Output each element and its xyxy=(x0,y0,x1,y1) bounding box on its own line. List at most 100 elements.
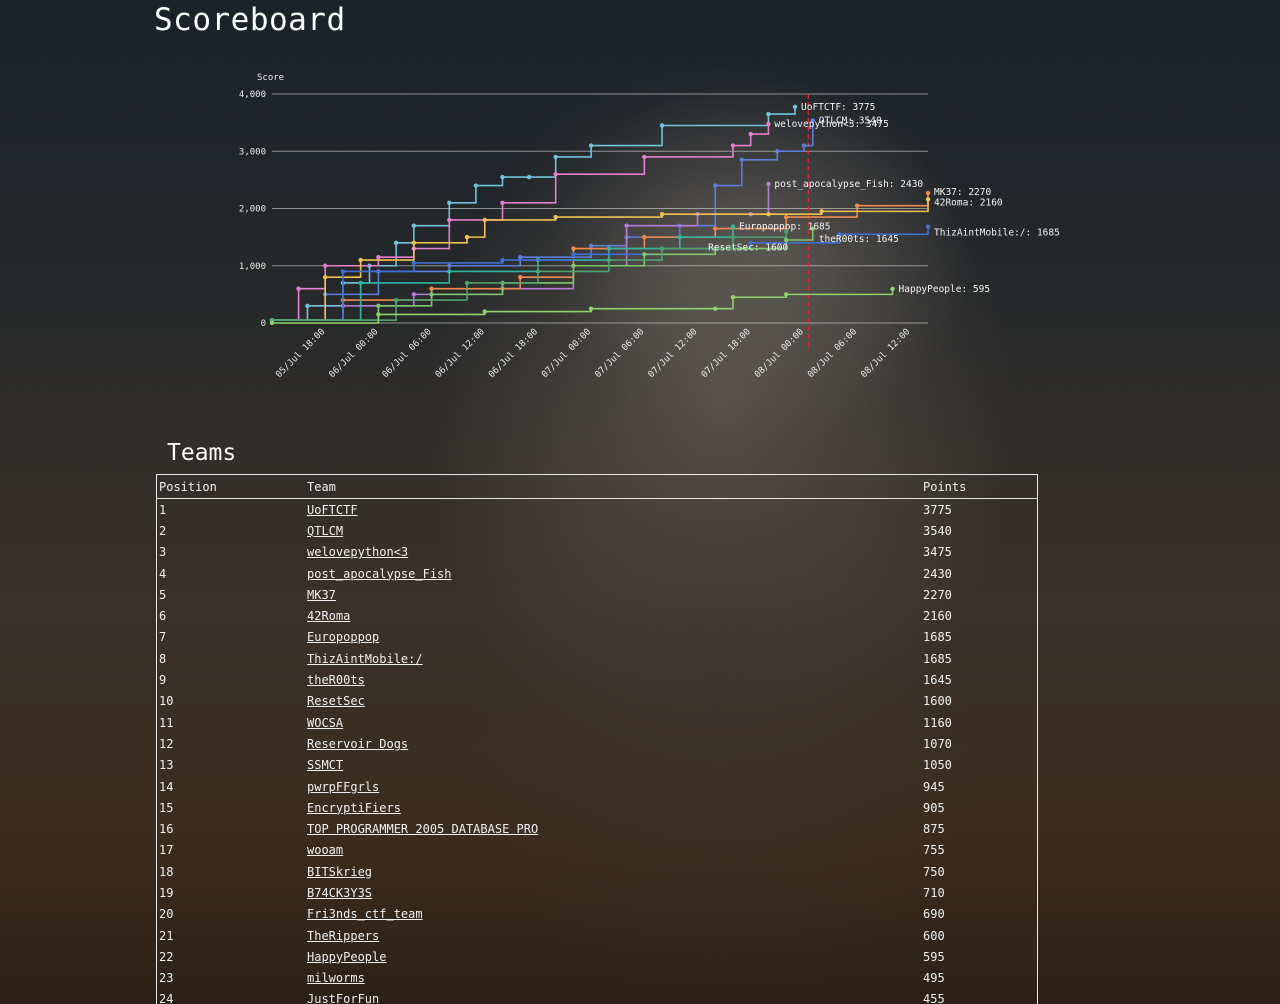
team-name-cell: UoFTCTF xyxy=(305,499,921,521)
table-row: 11 WOCSA 1160 xyxy=(157,712,1038,733)
team-link[interactable]: milworms xyxy=(307,971,365,986)
table-row: 21 TheRippers 600 xyxy=(157,925,1038,946)
team-name-cell: JustForFun xyxy=(305,989,921,1004)
data-point xyxy=(588,143,594,148)
team-name-cell: post_apocalypse_Fish xyxy=(305,563,921,584)
x-tick-label: 06/Jul 12:00 xyxy=(434,327,487,380)
data-point xyxy=(464,280,470,286)
team-link[interactable]: theR00ts xyxy=(307,673,365,688)
data-point xyxy=(659,212,665,217)
table-row: 24 JustForFun 455 xyxy=(157,989,1038,1004)
series-end-label: Europoppop: 1685 xyxy=(739,222,831,233)
team-link[interactable]: TheRippers xyxy=(307,928,380,943)
data-point xyxy=(730,224,736,229)
x-tick-label: 08/Jul 06:00 xyxy=(806,327,859,380)
data-point xyxy=(376,312,381,317)
team-position: 20 xyxy=(159,907,174,922)
table-row: 23 milworms 495 xyxy=(157,968,1038,989)
data-point xyxy=(500,257,505,263)
team-link[interactable]: ResetSec xyxy=(307,694,365,709)
team-points: 455 xyxy=(923,992,945,1004)
table-header-row: Position Team Points xyxy=(156,474,1038,499)
team-name-cell: ThizAintMobile:/ xyxy=(305,648,921,669)
table-row: 6 42Roma 2160 xyxy=(157,605,1038,626)
team-link[interactable]: Fri3nds_ctf_team xyxy=(307,907,423,922)
team-link[interactable]: B74CK3Y3S xyxy=(307,885,373,900)
data-point xyxy=(659,246,665,251)
team-name-cell: pwrpFFgrls xyxy=(305,776,921,797)
series-end-label: ThizAintMobile:/: 1685 xyxy=(934,228,1060,239)
team-name-cell: B74CK3Y3S xyxy=(305,882,921,903)
header-team[interactable]: Team xyxy=(305,474,921,499)
team-name-cell: Europoppop xyxy=(305,627,921,648)
data-point xyxy=(322,263,328,268)
team-points: 875 xyxy=(923,822,945,837)
series-end-label: welovepython<3: 3475 xyxy=(774,119,888,130)
team-link[interactable]: wooam xyxy=(307,843,344,858)
data-point xyxy=(606,257,612,263)
team-name-cell: TOP PROGRAMMER 2005 DATABASE PRO xyxy=(305,818,921,839)
team-link[interactable]: QTLCM xyxy=(307,523,344,538)
team-link[interactable]: SSMCT xyxy=(307,758,344,773)
data-point xyxy=(376,303,381,309)
team-link[interactable]: MK37 xyxy=(307,587,336,602)
team-link[interactable]: BITSkrieg xyxy=(307,864,373,879)
data-point xyxy=(783,292,789,297)
team-name-cell: ResetSec xyxy=(305,691,921,712)
data-point xyxy=(411,240,417,246)
team-position: 4 xyxy=(159,566,167,581)
team-link[interactable]: ThizAintMobile:/ xyxy=(307,651,423,666)
chart-end-labels: UoFTCTF: 3775 QTLCM: 3540welovepython<3: … xyxy=(708,102,1060,295)
team-link[interactable]: HappyPeople xyxy=(307,949,387,964)
team-position: 19 xyxy=(159,885,174,900)
data-point xyxy=(447,263,452,268)
team-link[interactable]: JustForFun xyxy=(307,992,380,1004)
x-tick-label: 08/Jul 00:00 xyxy=(753,327,806,380)
team-link[interactable]: EncryptiFiers xyxy=(307,800,401,815)
data-point xyxy=(269,320,275,326)
team-link[interactable]: Europoppop xyxy=(307,630,380,645)
team-points: 2160 xyxy=(923,609,952,624)
data-point xyxy=(819,209,824,214)
data-point xyxy=(606,246,612,251)
team-points: 2430 xyxy=(923,566,952,581)
team-points: 3540 xyxy=(923,523,952,538)
table-row: 22 HappyPeople 595 xyxy=(157,946,1038,967)
data-point xyxy=(810,118,815,123)
teams-table: Position Team Points 1 UoFTCTF 3775 2 QTLCM 3… xyxy=(156,474,1038,1004)
data-point xyxy=(411,292,417,297)
team-link[interactable]: Reservoir Dogs xyxy=(307,736,409,751)
team-position: 13 xyxy=(159,758,174,773)
data-point xyxy=(447,200,452,205)
data-point xyxy=(411,260,417,266)
team-link[interactable]: 42Roma xyxy=(307,609,351,624)
y-tick-label: 0 xyxy=(261,319,266,329)
series-end-label: ResetSec: 1600 xyxy=(708,242,788,253)
x-tick-label: 07/Jul 18:00 xyxy=(700,327,753,380)
table-row: 4 post_apocalypse_Fish 2430 xyxy=(157,563,1038,584)
team-points: 1645 xyxy=(923,673,952,688)
data-point xyxy=(730,143,736,148)
team-position: 23 xyxy=(159,971,174,986)
data-point xyxy=(518,275,523,280)
table-row: 7 Europoppop 1685 xyxy=(157,627,1038,648)
data-point xyxy=(393,240,399,246)
header-position[interactable]: Position xyxy=(156,474,305,499)
data-point xyxy=(739,157,745,163)
header-points[interactable]: Points xyxy=(921,474,1038,499)
team-link[interactable]: UoFTCTF xyxy=(307,502,358,517)
data-point xyxy=(624,223,629,228)
data-point xyxy=(518,254,523,260)
table-row: 19 B74CK3Y3S 710 xyxy=(157,882,1038,903)
data-point xyxy=(553,171,558,177)
team-link[interactable]: pwrpFFgrls xyxy=(307,779,380,794)
team-link[interactable]: WOCSA xyxy=(307,715,344,730)
team-link[interactable]: post_apocalypse_Fish xyxy=(307,566,452,581)
team-link[interactable]: TOP PROGRAMMER 2005 DATABASE PRO xyxy=(307,822,539,837)
data-point xyxy=(642,154,647,160)
data-point xyxy=(837,232,842,237)
team-link[interactable]: welovepython<3 xyxy=(307,545,409,560)
team-name-cell: 42Roma xyxy=(305,605,921,626)
team-position: 3 xyxy=(159,545,167,560)
series-end-label: post_apocalypse_Fish: 2430 xyxy=(774,179,923,190)
